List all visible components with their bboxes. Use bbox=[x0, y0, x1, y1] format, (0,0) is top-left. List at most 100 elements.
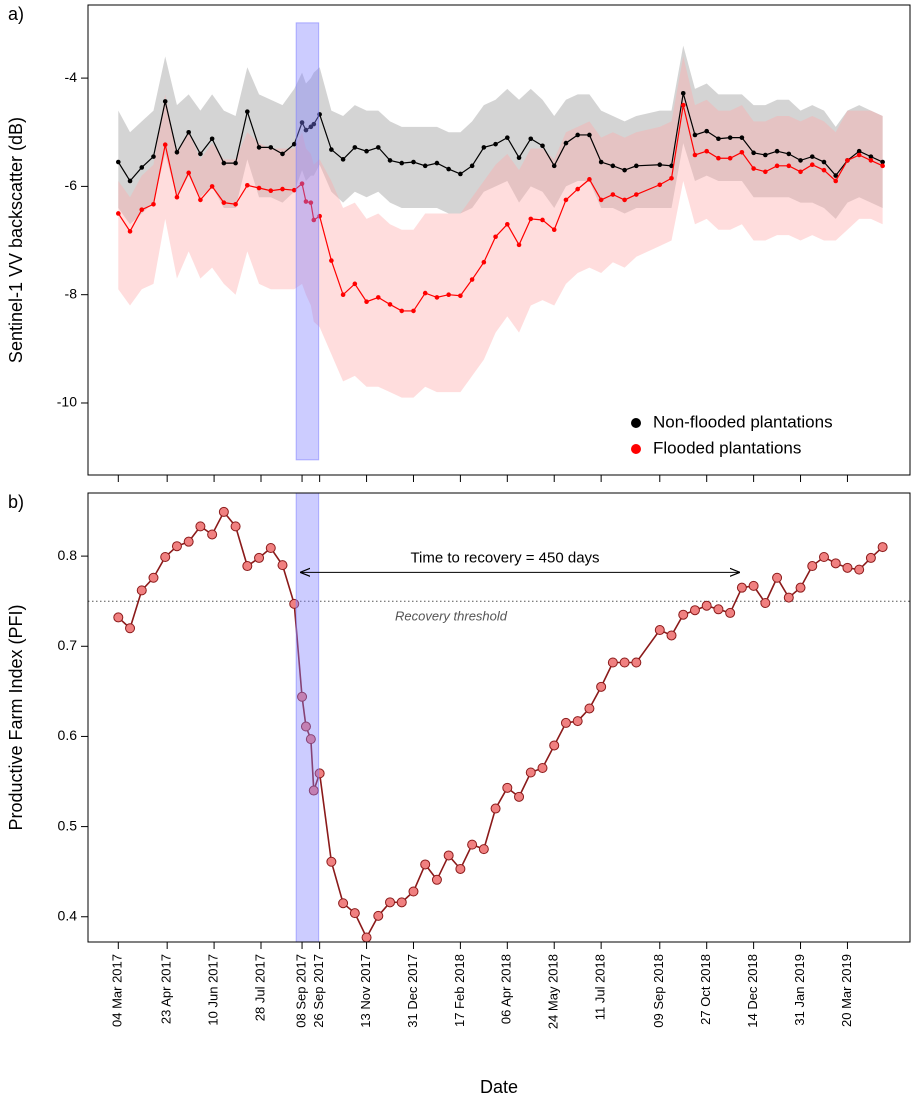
data-point bbox=[622, 167, 627, 173]
data-point bbox=[221, 160, 227, 166]
x-tick-label: 27 Oct 2018 bbox=[698, 954, 713, 1025]
data-point bbox=[303, 127, 309, 133]
data-point bbox=[880, 159, 885, 165]
data-point bbox=[701, 600, 712, 611]
data-point bbox=[736, 582, 747, 593]
data-point bbox=[422, 290, 428, 296]
data-point bbox=[218, 506, 229, 517]
x-tick-label: 31 Dec 2017 bbox=[405, 954, 420, 1028]
data-point bbox=[478, 844, 489, 855]
data-point bbox=[314, 768, 325, 779]
data-point bbox=[195, 521, 206, 532]
data-point bbox=[299, 181, 305, 186]
data-point bbox=[139, 165, 145, 170]
data-point bbox=[162, 142, 168, 148]
flood-period bbox=[295, 22, 320, 461]
y-tick-label: 0.4 bbox=[58, 907, 78, 923]
data-point bbox=[139, 207, 145, 212]
data-point bbox=[455, 863, 466, 874]
data-point bbox=[748, 580, 759, 591]
data-point bbox=[725, 607, 736, 618]
x-tick-label: 09 Sep 2018 bbox=[651, 954, 666, 1028]
data-point bbox=[297, 691, 308, 702]
data-point bbox=[680, 102, 686, 108]
data-point bbox=[186, 170, 191, 176]
data-point bbox=[502, 782, 513, 793]
data-point bbox=[338, 898, 349, 909]
legend-label: Non-flooded plantations bbox=[653, 412, 833, 431]
data-point bbox=[183, 536, 194, 547]
plot-frame bbox=[87, 492, 911, 943]
data-point bbox=[868, 154, 874, 159]
data-point bbox=[739, 149, 745, 155]
data-point bbox=[174, 194, 180, 200]
data-point bbox=[809, 162, 815, 168]
x-tick-label: 11 Jul 2018 bbox=[593, 954, 608, 1020]
data-point bbox=[151, 201, 156, 207]
data-point bbox=[299, 120, 305, 125]
data-point bbox=[774, 163, 780, 169]
data-point bbox=[795, 582, 806, 593]
x-tick-label: 14 Dec 2018 bbox=[745, 954, 760, 1028]
y-tick-label: -10 bbox=[57, 394, 77, 410]
data-point bbox=[865, 552, 876, 563]
data-point bbox=[431, 874, 442, 885]
series-line bbox=[117, 510, 884, 940]
data-point bbox=[798, 158, 803, 163]
data-point bbox=[308, 124, 314, 130]
data-point bbox=[821, 159, 827, 165]
x-tick-label: 28 Jul 2017 bbox=[252, 954, 267, 1021]
data-point bbox=[490, 803, 501, 814]
data-point bbox=[280, 186, 285, 192]
data-point bbox=[704, 128, 709, 134]
threshold-label: Recovery threshold bbox=[395, 609, 508, 624]
data-point bbox=[692, 132, 698, 138]
data-point bbox=[280, 151, 285, 157]
data-point bbox=[598, 197, 604, 203]
data-point bbox=[540, 217, 545, 223]
data-point bbox=[174, 149, 180, 155]
arrow-label: Time to recovery = 450 days bbox=[410, 549, 599, 566]
data-point bbox=[420, 859, 431, 870]
x-tick-label: 17 Feb 2018 bbox=[452, 954, 467, 1027]
data-point bbox=[528, 136, 534, 142]
data-point bbox=[763, 169, 768, 175]
data-point bbox=[127, 178, 133, 184]
data-point bbox=[481, 259, 487, 265]
data-point bbox=[572, 716, 583, 727]
data-point bbox=[411, 159, 416, 165]
data-point bbox=[469, 163, 475, 169]
y-axis-label: Sentinel-1 VV backscatter (dB) bbox=[6, 117, 26, 363]
data-point bbox=[151, 154, 156, 159]
data-point bbox=[308, 200, 314, 205]
data-point bbox=[411, 308, 416, 314]
data-point bbox=[148, 572, 159, 583]
data-point bbox=[575, 186, 580, 192]
data-point bbox=[551, 163, 557, 169]
data-point bbox=[127, 229, 133, 234]
data-point bbox=[704, 148, 709, 154]
y-tick-label: -6 bbox=[65, 177, 78, 193]
y-axis-label: Productive Farm Index (PFI) bbox=[6, 604, 26, 830]
data-point bbox=[842, 562, 853, 573]
data-point bbox=[727, 155, 733, 161]
data-point bbox=[549, 740, 560, 751]
data-point bbox=[375, 295, 381, 300]
panel-label: b) bbox=[8, 492, 24, 512]
data-point bbox=[619, 657, 630, 668]
data-point bbox=[230, 521, 241, 532]
data-point bbox=[352, 145, 358, 150]
data-point bbox=[209, 136, 215, 142]
data-point bbox=[856, 152, 862, 158]
data-point bbox=[716, 136, 721, 142]
data-point bbox=[669, 163, 674, 169]
data-point bbox=[505, 135, 510, 140]
data-point bbox=[443, 850, 454, 861]
data-point bbox=[340, 292, 346, 297]
data-point bbox=[786, 151, 792, 157]
data-point bbox=[818, 552, 829, 563]
data-point bbox=[291, 187, 297, 193]
data-point bbox=[587, 177, 592, 182]
data-point bbox=[396, 897, 407, 908]
